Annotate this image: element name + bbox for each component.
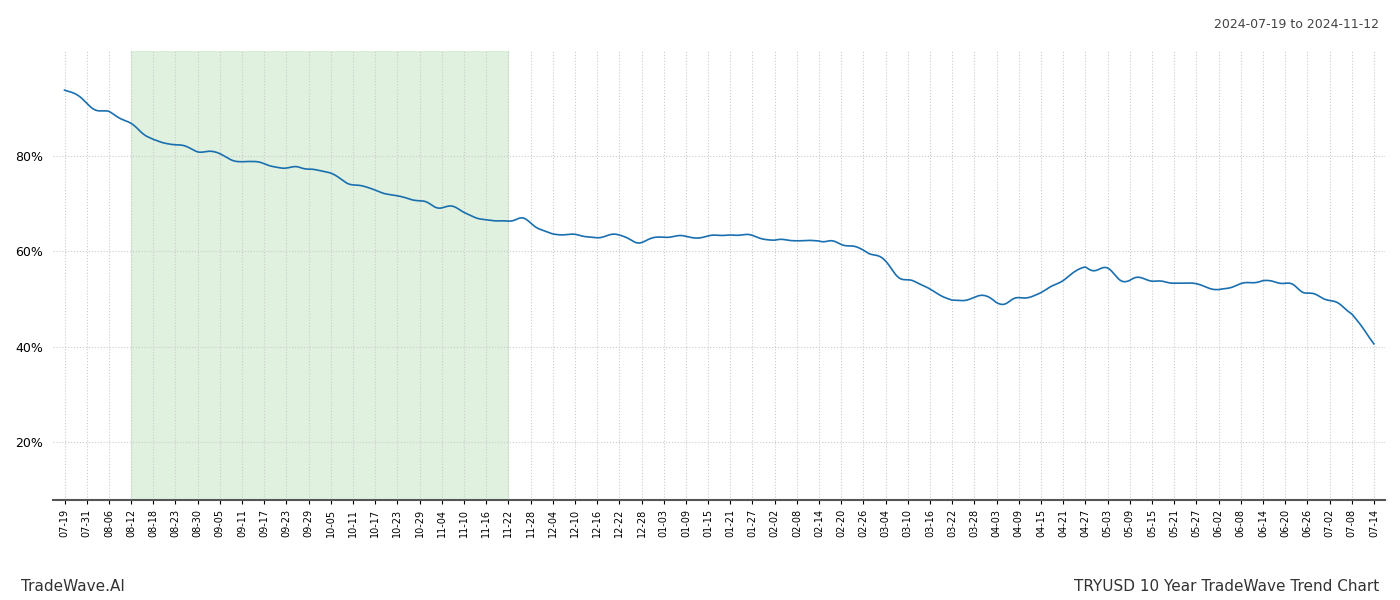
Text: TRYUSD 10 Year TradeWave Trend Chart: TRYUSD 10 Year TradeWave Trend Chart — [1074, 579, 1379, 594]
Bar — [132, 51, 508, 500]
Text: 2024-07-19 to 2024-11-12: 2024-07-19 to 2024-11-12 — [1214, 18, 1379, 31]
Text: TradeWave.AI: TradeWave.AI — [21, 579, 125, 594]
